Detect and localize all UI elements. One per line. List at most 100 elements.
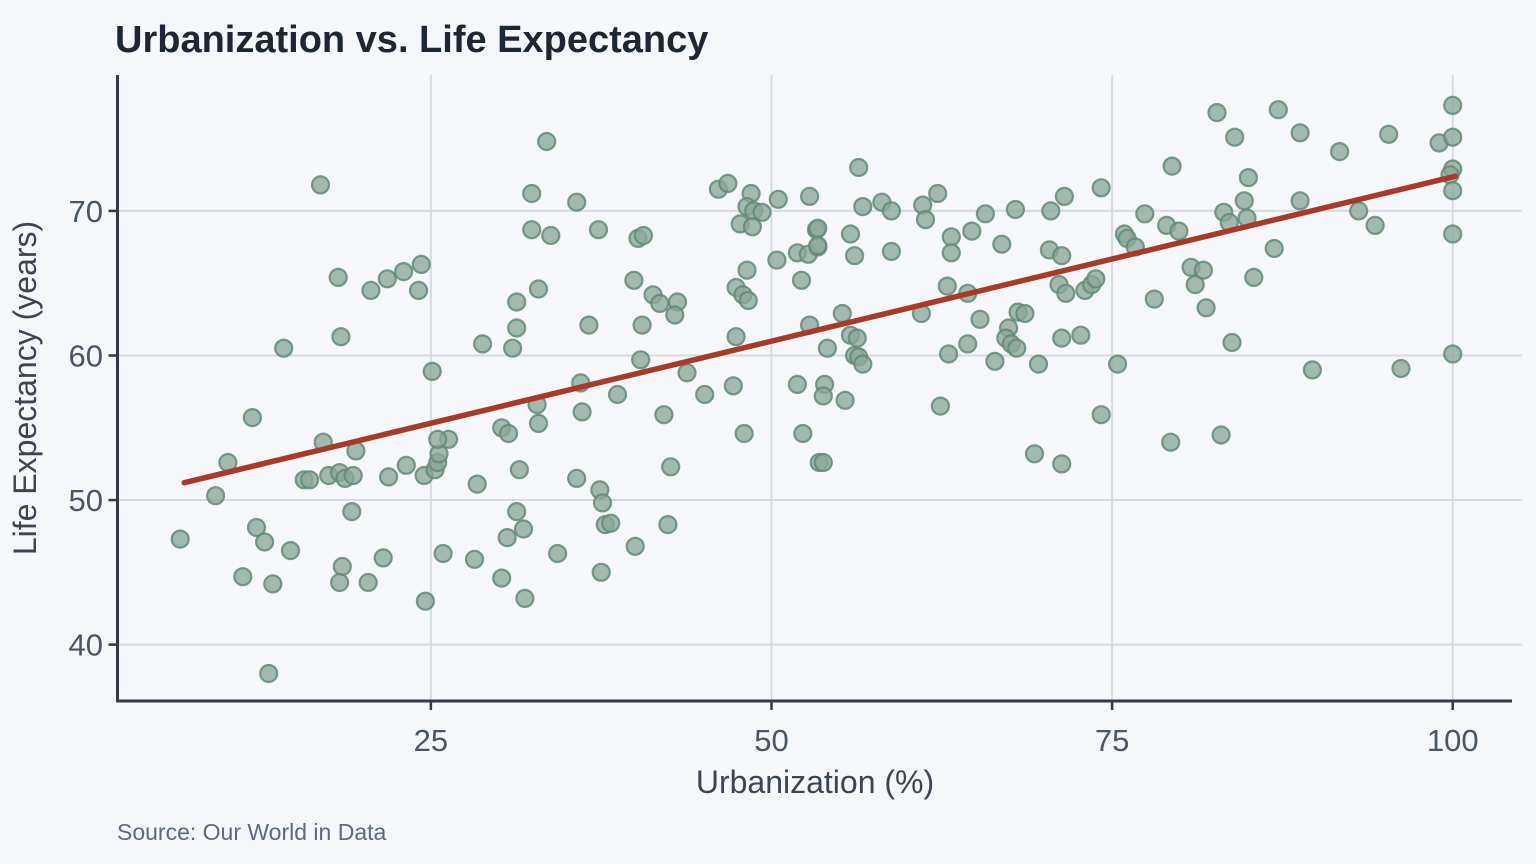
data-point <box>853 197 873 217</box>
data-point <box>742 217 763 237</box>
data-point <box>849 157 869 178</box>
data-point <box>255 532 275 552</box>
data-point <box>723 376 743 396</box>
data-point <box>379 467 399 487</box>
data-point <box>1443 127 1463 147</box>
data-point <box>661 457 681 477</box>
data-point <box>737 260 757 280</box>
data-point <box>734 423 754 444</box>
data-point <box>497 527 517 548</box>
data-point <box>342 502 362 522</box>
data-point <box>1268 100 1288 120</box>
data-point <box>832 303 852 324</box>
data-point <box>881 241 902 261</box>
data-point <box>817 338 838 358</box>
data-point <box>752 202 772 222</box>
data-point <box>631 350 651 370</box>
data-point <box>464 549 485 569</box>
data-point <box>915 210 936 230</box>
data-point <box>567 192 587 212</box>
data-point <box>941 227 961 247</box>
data-point <box>1024 444 1045 464</box>
data-point <box>411 254 431 274</box>
data-point <box>1365 215 1385 235</box>
data-point <box>938 344 959 364</box>
data-point <box>522 183 542 204</box>
data-point <box>1091 405 1111 425</box>
data-point <box>415 591 435 611</box>
data-point <box>332 556 352 577</box>
data-point <box>665 305 685 325</box>
data-point <box>985 351 1005 371</box>
data-point <box>507 292 527 312</box>
data-point <box>813 452 833 473</box>
data-point <box>274 338 294 358</box>
data-point <box>962 221 982 241</box>
data-point <box>1162 156 1182 176</box>
data-point <box>591 562 611 582</box>
data-point <box>513 519 534 539</box>
data-point <box>509 460 530 480</box>
data-point <box>1005 199 1026 220</box>
data-point <box>541 225 561 246</box>
data-point <box>394 262 414 282</box>
data-point <box>1290 123 1310 143</box>
data-point <box>695 384 715 405</box>
data-point <box>718 173 738 193</box>
data-point <box>930 396 951 416</box>
data-point <box>579 315 599 335</box>
data-point <box>343 465 363 486</box>
data-point <box>242 408 262 428</box>
data-point <box>1234 191 1254 211</box>
data-point <box>1161 432 1181 452</box>
data-point <box>601 513 621 533</box>
data-point <box>650 293 670 313</box>
data-point <box>1238 168 1259 188</box>
data-point <box>1225 127 1245 147</box>
data-point <box>246 517 267 538</box>
data-point <box>975 204 996 224</box>
data-point <box>607 384 628 405</box>
data-point <box>361 280 381 300</box>
data-point <box>726 327 746 347</box>
data-point <box>928 183 948 204</box>
data-point <box>1443 224 1463 244</box>
source-note: Source: Our World in Data <box>117 819 387 845</box>
data-point <box>1052 328 1072 348</box>
data-point <box>1107 354 1128 374</box>
y-tick-label: 50 <box>69 483 103 518</box>
data-point <box>1443 344 1463 364</box>
data-point <box>1329 142 1350 162</box>
data-point <box>528 279 549 299</box>
data-point <box>528 413 549 433</box>
data-point <box>428 429 448 449</box>
y-tick-label: 40 <box>69 628 103 663</box>
data-point <box>263 574 283 594</box>
data-point <box>358 572 378 593</box>
data-point <box>1135 204 1155 224</box>
data-point <box>632 315 652 335</box>
data-point <box>502 338 523 358</box>
y-tick-label: 70 <box>69 194 103 229</box>
data-point <box>507 318 527 338</box>
data-point <box>1196 298 1216 318</box>
data-point <box>507 502 527 522</box>
data-point <box>473 334 493 354</box>
data-point <box>1211 425 1231 445</box>
data-point <box>1169 221 1189 241</box>
data-point <box>1443 181 1463 201</box>
data-point <box>958 334 978 354</box>
data-point <box>1185 275 1205 295</box>
data-point <box>572 402 592 422</box>
data-point <box>1222 332 1242 353</box>
data-points <box>170 95 1463 684</box>
data-point <box>793 423 813 444</box>
data-point <box>567 468 587 488</box>
y-tick-label: 60 <box>69 338 103 373</box>
data-point <box>330 572 350 593</box>
x-tick-label: 75 <box>1095 723 1129 758</box>
data-point <box>840 224 861 244</box>
data-point <box>1071 325 1091 345</box>
